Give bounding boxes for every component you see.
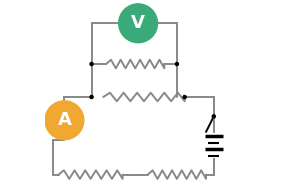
Circle shape bbox=[119, 4, 158, 43]
Text: V: V bbox=[131, 14, 145, 32]
Circle shape bbox=[175, 62, 178, 66]
Text: A: A bbox=[57, 111, 71, 129]
Circle shape bbox=[90, 62, 93, 66]
Circle shape bbox=[212, 115, 215, 118]
Circle shape bbox=[183, 95, 186, 99]
Circle shape bbox=[90, 95, 93, 99]
Circle shape bbox=[45, 101, 84, 140]
